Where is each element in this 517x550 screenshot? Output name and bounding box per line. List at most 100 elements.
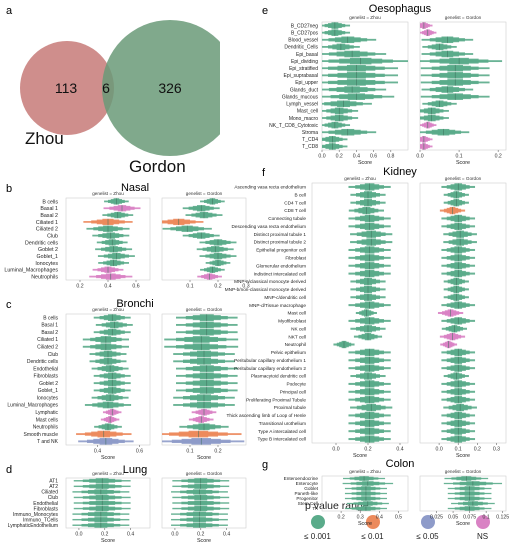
violin-kidney-0-6 — [350, 230, 393, 238]
violin-kidney-0-3 — [348, 206, 384, 215]
legend-item-ns: NS — [455, 515, 510, 541]
category-label: Mast cell — [288, 311, 307, 316]
category-label: Epi_suprabasal — [284, 73, 318, 79]
panel-colon-0: genelist = Zhou 0.2 0.3 0.4 0.5 Score — [321, 469, 409, 527]
x-tick-label: 0.6 — [132, 284, 139, 290]
violin-kidney-1-1 — [443, 191, 469, 199]
violin-oesophagus-1-10 — [420, 93, 490, 100]
violin-bronchi-0-11 — [91, 394, 129, 402]
violin-oesophagus-0-2 — [322, 36, 377, 44]
category-label: Blood_vessel — [288, 38, 318, 44]
x-tick-label: 0.0 — [416, 154, 423, 160]
legend-swatch-sig001 — [310, 515, 325, 529]
violin-bronchi-1-10 — [176, 387, 238, 394]
category-label: B_CD27neg — [291, 23, 318, 29]
chart-title-bronchi: Bronchi — [116, 298, 154, 310]
category-label: Epi_basal — [296, 52, 318, 58]
panel-kidney-1: genelist = Gordon 0.0 0.1 0.2 0.3 Score — [419, 176, 507, 459]
category-label: AT2 — [49, 484, 58, 490]
category-label: T_CD8 — [302, 144, 318, 150]
venn-circle-gordon — [102, 20, 220, 156]
violin-kidney-0-4 — [348, 214, 391, 223]
category-label: Epithelial progenitor cell — [256, 248, 306, 253]
category-label: Dendritic cells — [27, 359, 59, 365]
violin-bronchi-0-5 — [89, 350, 127, 358]
violin-kidney-1-12 — [443, 277, 469, 286]
violin-bronchi-1-11 — [173, 394, 235, 402]
category-label: Indistinct intercalated cell — [254, 271, 306, 276]
category-label: Progenitor — [296, 496, 318, 501]
x-tick-label: 0.6 — [136, 449, 143, 455]
genelist-header: genelist = Zhou — [349, 469, 381, 474]
violin-bronchi-1-0 — [176, 314, 238, 321]
chart-lung: AT1AT2CiliatedClubEndothelialFibroblasts… — [8, 471, 247, 544]
violin-oesophagus-1-12 — [420, 107, 449, 115]
violin-nasal-0-5 — [92, 232, 130, 239]
genelist-header: genelist = Gordon — [186, 471, 223, 476]
category-label: Goblet 2 — [39, 381, 58, 387]
violin-nasal-1-4 — [162, 225, 212, 232]
violin-lung-1-8 — [171, 522, 228, 528]
category-label: Stem Cell — [298, 501, 318, 506]
category-label: T and NK — [37, 439, 59, 445]
category-label: Immuno_TCells — [23, 517, 59, 523]
category-label: Ciliated 1 — [36, 220, 58, 226]
genelist-header: genelist = Gordon — [445, 469, 482, 474]
violin-colon-0-2 — [344, 486, 387, 491]
category-label: Enterocyte — [296, 481, 319, 486]
category-label: NK_T_CD8_Cytotoxic — [269, 123, 318, 129]
category-label: Podocyte — [286, 382, 306, 387]
violin-oesophagus-1-9 — [421, 86, 474, 93]
violin-bronchi-0-4 — [82, 343, 129, 351]
x-axis-label: Score — [358, 521, 372, 527]
category-label: Goblet_1 — [38, 388, 59, 394]
chart-title-oesophagus: Oesophagus — [368, 3, 432, 15]
violin-kidney-1-0 — [441, 183, 476, 191]
genelist-header: genelist = Zhou — [92, 191, 124, 196]
x-tick-label: 0.2 — [336, 154, 343, 160]
category-label: Club — [48, 352, 59, 358]
panel-letter-f: f — [262, 167, 266, 179]
legend-item-sig05: ≤ 0.05 — [400, 515, 455, 541]
category-label: Peritubular capillary endothelium 1 — [234, 358, 306, 363]
category-label: Distinct proximal tubule 2 — [254, 240, 307, 245]
violin-lung-1-7 — [171, 517, 228, 523]
violin-nasal-1-2 — [185, 211, 223, 219]
venn-circle-zhou — [20, 41, 114, 135]
violin-bronchi-1-14 — [188, 416, 214, 423]
violin-oesophagus-0-9 — [322, 86, 387, 93]
x-tick-label: 0.2 — [474, 447, 481, 453]
category-label: T_CD4 — [302, 137, 318, 143]
violin-kidney-0-0 — [348, 183, 391, 191]
violin-bronchi-0-15 — [94, 423, 122, 431]
x-tick-label: 0.4 — [396, 447, 403, 453]
violin-kidney-0-10 — [348, 262, 391, 270]
x-tick-label: 0.4 — [376, 515, 383, 521]
violin-bronchi-1-8 — [176, 372, 238, 380]
violin-oesophagus-1-6 — [420, 64, 490, 72]
violin-oesophagus-0-16 — [322, 136, 348, 143]
violin-lung-1-6 — [171, 511, 228, 517]
category-label: Ciliated 2 — [36, 227, 58, 233]
violin-kidney-1-29 — [441, 411, 476, 420]
x-tick-label: 0.2 — [76, 284, 83, 290]
violin-kidney-0-23 — [348, 364, 391, 372]
violin-kidney-0-30 — [348, 419, 391, 427]
category-label: Pelvic epithelium — [271, 350, 306, 355]
x-tick-label: 0.3 — [242, 284, 249, 290]
panel-frame — [419, 21, 507, 151]
category-label: Transitional urothelium — [259, 421, 306, 426]
violin-kidney-0-20 — [333, 340, 355, 349]
violin-kidney-1-10 — [441, 262, 476, 270]
category-label: B cells — [43, 315, 58, 321]
violin-colon-0-0 — [343, 476, 386, 481]
violin-nasal-0-2 — [102, 211, 134, 219]
panel-frame — [321, 21, 409, 151]
violin-oesophagus-1-16 — [420, 136, 433, 143]
violin-bronchi-0-3 — [82, 336, 129, 343]
violin-kidney-0-16 — [355, 309, 377, 317]
violin-nasal-0-8 — [97, 252, 135, 260]
